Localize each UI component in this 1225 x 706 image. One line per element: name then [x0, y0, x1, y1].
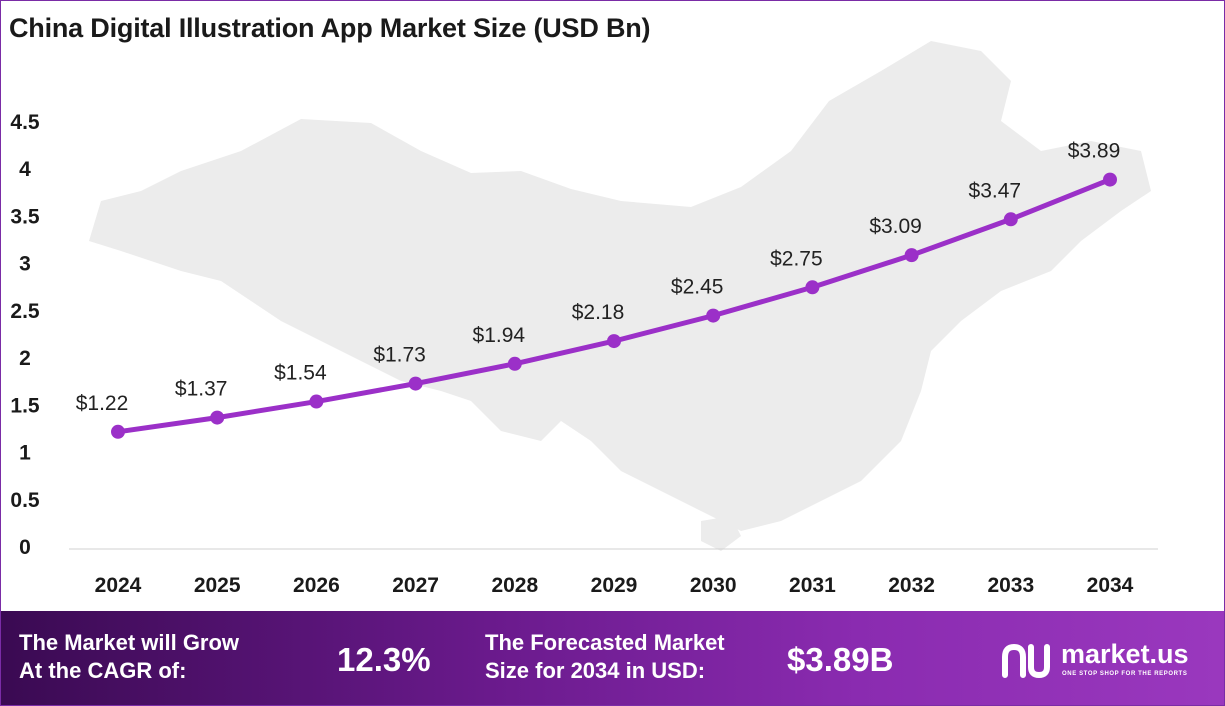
- x-tick-label: 2024: [95, 574, 142, 597]
- y-tick-label: 3.5: [10, 205, 40, 228]
- market-us-logo[interactable]: market.us ONE STOP SHOP FOR THE REPORTS: [999, 635, 1219, 685]
- data-point: [904, 248, 919, 263]
- cagr-caption-line1: The Market will Grow: [19, 630, 240, 655]
- china-map-watermark: [89, 41, 1151, 551]
- y-tick-label: 2: [19, 347, 31, 370]
- x-tick-label: 2026: [293, 574, 340, 597]
- forecast-caption-line1: The Forecasted Market: [485, 630, 725, 655]
- data-label: $1.22: [76, 392, 129, 415]
- forecast-caption: The Forecasted Market Size for 2034 in U…: [485, 629, 725, 685]
- data-point: [1103, 172, 1117, 187]
- chart-canvas: 0 0.5 1 1.5 2 2.5 3 3.5 4 4.5 2024 2025 2026 2027 202…: [10, 41, 1158, 597]
- data-label: $1.54: [274, 362, 327, 385]
- data-point: [408, 376, 423, 391]
- x-tick-label: 2029: [591, 574, 638, 597]
- y-tick-label: 1.5: [10, 394, 40, 417]
- chart-title: China Digital Illustration App Market Si…: [9, 13, 651, 43]
- data-point: [805, 280, 820, 295]
- data-label: $1.94: [473, 324, 526, 347]
- x-tick-label: 2031: [789, 574, 836, 597]
- cagr-caption-line2: At the CAGR of:: [19, 658, 187, 683]
- y-tick-label: 0: [19, 536, 31, 559]
- summary-banner: The Market will Grow At the CAGR of: 12.…: [1, 611, 1224, 705]
- data-point: [1003, 212, 1018, 227]
- data-label: $3.09: [869, 215, 922, 238]
- data-point: [607, 334, 621, 349]
- y-tick-label: 3: [19, 253, 31, 276]
- x-tick-label: 2034: [1087, 574, 1134, 597]
- logo-tagline: ONE STOP SHOP FOR THE REPORTS: [1062, 671, 1188, 677]
- data-point: [111, 424, 125, 439]
- y-tick-label: 1: [19, 442, 31, 465]
- data-label: $3.89: [1068, 140, 1121, 163]
- data-point: [309, 394, 324, 409]
- y-tick-label: 0.5: [10, 489, 40, 512]
- cagr-value: 12.3%: [337, 641, 431, 678]
- x-tick-label: 2027: [392, 574, 439, 597]
- y-tick-label: 2.5: [10, 300, 40, 323]
- data-label: $2.75: [770, 247, 823, 270]
- x-tick-label: 2030: [690, 574, 737, 597]
- x-tick-label: 2032: [888, 574, 935, 597]
- y-tick-label: 4: [19, 158, 31, 181]
- x-tick-label: 2025: [194, 574, 241, 597]
- data-point: [507, 356, 522, 371]
- x-tick-label: 2028: [491, 574, 538, 597]
- data-label: $2.18: [572, 301, 625, 324]
- data-point: [706, 308, 721, 323]
- logo-mark-icon: [1002, 643, 1050, 679]
- cagr-caption: The Market will Grow At the CAGR of:: [19, 629, 239, 685]
- data-label: $2.45: [671, 276, 724, 299]
- data-point: [210, 410, 225, 425]
- x-tick-label: 2033: [987, 574, 1034, 597]
- forecast-value: $3.89B: [787, 641, 894, 678]
- data-label: $3.47: [969, 179, 1022, 202]
- logo-name: market.us: [1061, 639, 1189, 669]
- data-label: $1.37: [175, 378, 228, 401]
- y-tick-label: 4.5: [10, 111, 40, 134]
- data-label: $1.73: [373, 344, 426, 367]
- forecast-caption-line2: Size for 2034 in USD:: [485, 658, 706, 683]
